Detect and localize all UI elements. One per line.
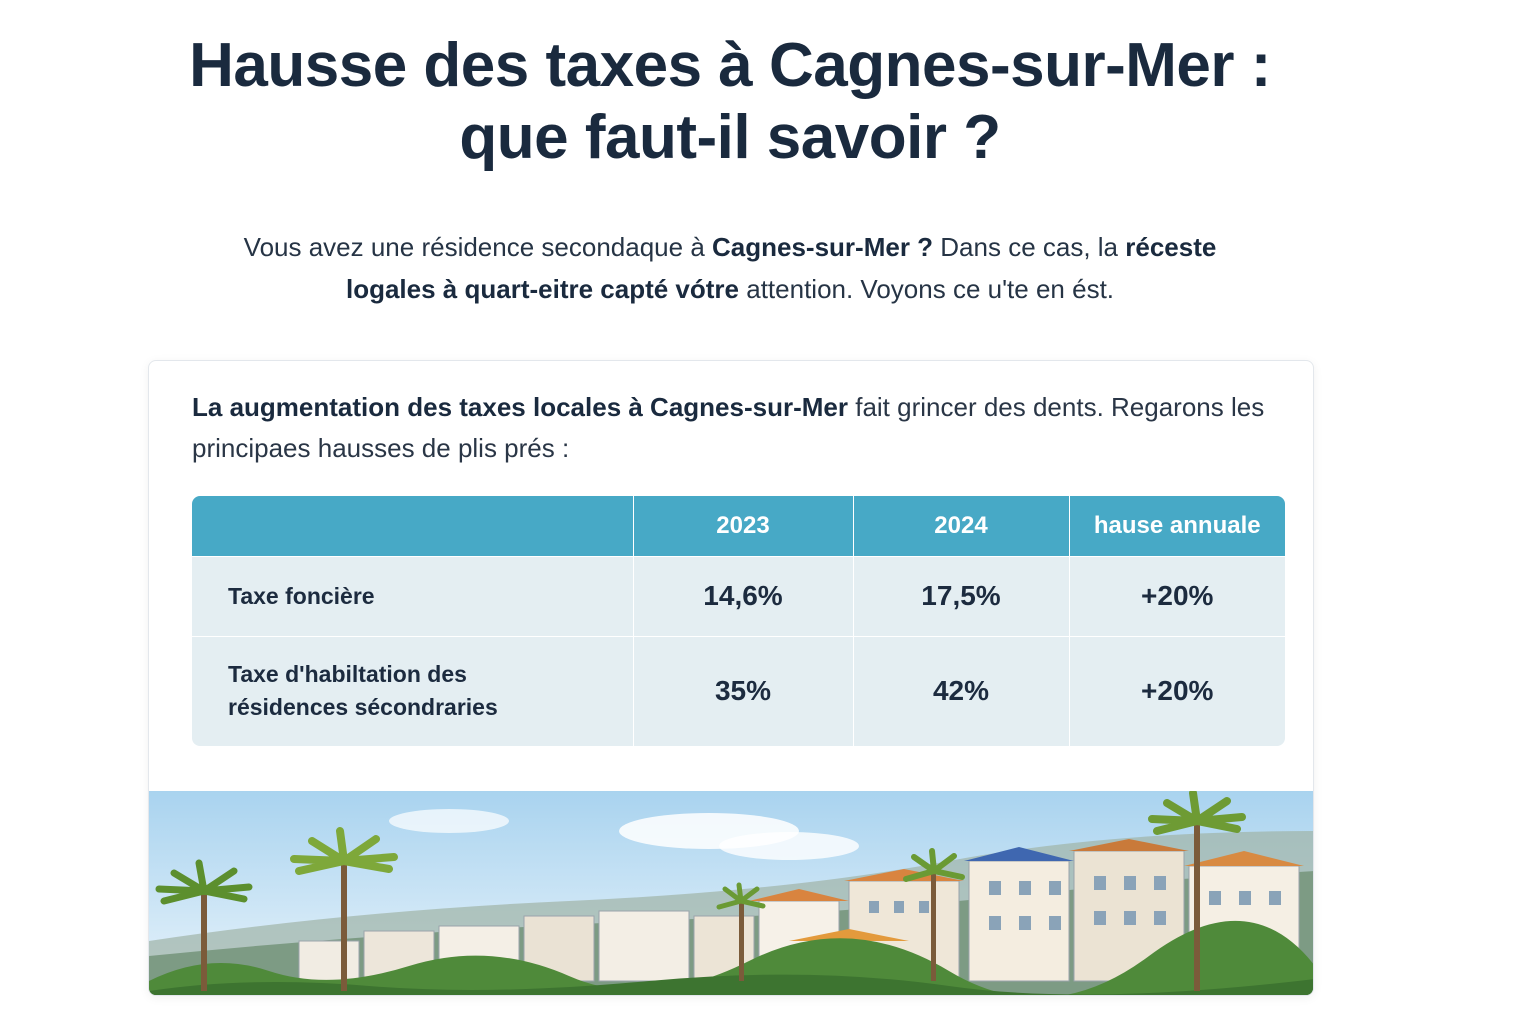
tax-table: 2023 2024 hause annuale Taxe foncière 14… [192, 496, 1285, 746]
table-header-2023: 2023 [632, 496, 853, 556]
cell-2024: 42% [852, 635, 1069, 746]
cell-change: +20% [1068, 555, 1285, 636]
page-title-line2: que faut-il savoir ? [459, 103, 1001, 172]
card-paragraph: La augmentation des taxes locales à Cagn… [192, 387, 1292, 469]
cell-2023: 35% [632, 635, 853, 746]
intro-bold-3: logales à quart-eitre capté vótre [345, 274, 740, 304]
cell-2024: 17,5% [852, 555, 1069, 636]
row-label: Taxe d'habiltation des résidences sécondr… [192, 635, 633, 746]
intro-text-2: Dans ce cas, la [933, 232, 1126, 262]
table-header-2024: 2024 [852, 496, 1069, 556]
intro-paragraph: Vous avez une résidence secondaque à Cag… [180, 226, 1280, 310]
page-title: Hausse des taxes à Cagnes-sur-Mer : que … [150, 30, 1310, 174]
coastal-town-image [149, 791, 1313, 995]
cell-2023: 14,6% [632, 555, 853, 636]
row-label-line2: résidences sécondraries [228, 694, 498, 721]
content-card: La augmentation des taxes locales à Cagn… [148, 360, 1314, 996]
table-row: Taxe foncière 14,6% 17,5% +20% [192, 555, 1285, 636]
table-header-row: 2023 2024 hause annuale [192, 496, 1285, 556]
table-header-change: hause annuale [1068, 496, 1285, 556]
card-paragraph-bold: La augmentation des taxes locales à Cagn… [192, 392, 848, 422]
card-paragraph-rest: fait grincer des dents. Regarons les pri… [192, 392, 1265, 463]
intro-bold-2: réceste [1125, 232, 1217, 262]
table-header-empty [192, 496, 633, 556]
intro-text-3: attention. Voyons ce u'te en ést. [739, 274, 1115, 304]
row-label: Taxe foncière [192, 555, 633, 636]
intro-bold-city: Cagnes-sur-Mer ? [712, 232, 934, 262]
table-row: Taxe d'habiltation des résidences sécondr… [192, 635, 1285, 746]
row-label-line1: Taxe d'habiltation des [228, 661, 467, 688]
intro-text-1: Vous avez une résidence secondaque à [243, 232, 712, 262]
cell-change: +20% [1068, 635, 1285, 746]
page-title-line1: Hausse des taxes à Cagnes-sur-Mer : [189, 31, 1271, 100]
